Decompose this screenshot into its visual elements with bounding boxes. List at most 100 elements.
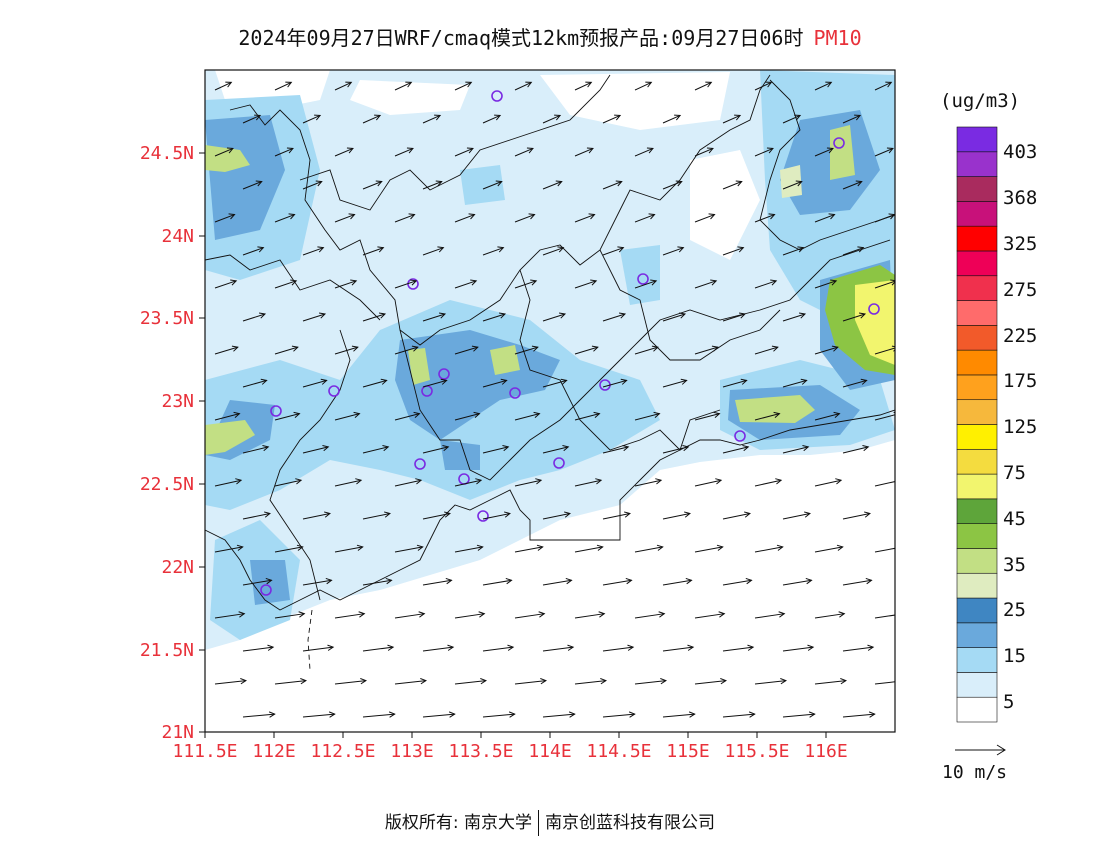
- lat-label: 24.5N: [139, 143, 194, 164]
- wind-arrow: [362, 180, 383, 190]
- wind-arrow: [302, 644, 335, 652]
- lat-label: 21N: [161, 722, 194, 743]
- field-level-20-central: [395, 330, 560, 440]
- wind-arrow: [482, 180, 503, 190]
- wind-arrow: [514, 611, 546, 619]
- title-text: 2024年09月27日WRF/cmaq模式12km预报产品:09月27日06时: [238, 26, 804, 50]
- colorbar-swatch: [956, 374, 998, 401]
- wind-arrow: [574, 611, 606, 619]
- wind-arrow: [574, 478, 603, 487]
- wind-arrow: [814, 478, 843, 487]
- wind-arrow: [782, 711, 816, 718]
- wind-arrow: [514, 678, 548, 685]
- field-level-25-coast: [735, 395, 815, 423]
- wind-arrow: [514, 544, 544, 553]
- wind-arrow: [722, 577, 753, 586]
- lon-label: 112E: [252, 741, 296, 762]
- field-level-25-c1: [408, 348, 430, 385]
- wind-arrow: [274, 544, 304, 553]
- wind-arrow: [722, 114, 742, 124]
- wind-arrow: [422, 114, 442, 124]
- station-marker: [270, 405, 282, 417]
- colorbar-swatch: [956, 548, 998, 574]
- wind-arrow: [903, 181, 922, 189]
- wind-arrow: [422, 180, 443, 190]
- colorbar-swatch: [956, 151, 998, 177]
- wind-arrow: [602, 114, 622, 124]
- lat-label: 22N: [161, 557, 194, 578]
- wind-arrow: [634, 678, 668, 685]
- wind-arrow: [514, 411, 541, 421]
- coastline-dashed: [307, 609, 313, 671]
- station-marker: [328, 385, 340, 397]
- wind-arrow: [574, 147, 594, 157]
- wind-arrow: [722, 180, 743, 190]
- colorbar-swatch: [956, 126, 998, 153]
- wind-arrow: [242, 577, 273, 586]
- wind-arrow: [362, 114, 382, 124]
- wind-arrow: [874, 411, 895, 421]
- wind-arrow: [694, 678, 728, 685]
- colorbar-swatch: [956, 300, 998, 326]
- wind-arrow: [514, 81, 533, 91]
- colorbar-label: 45: [1003, 508, 1026, 530]
- wind-arrow: [903, 578, 932, 585]
- wind-arrow: [694, 81, 713, 91]
- wind-arrow: [842, 180, 863, 190]
- wind-arrow: [754, 411, 781, 421]
- wind-arrow: [362, 445, 390, 454]
- wind-arrow: [514, 147, 534, 157]
- wind-arrow: [274, 478, 303, 487]
- map-title: 2024年09月27日WRF/cmaq模式12km预报产品:09月27日06时 P…: [0, 22, 1100, 51]
- wind-arrow: [394, 678, 428, 685]
- wind-arrow: [302, 180, 323, 190]
- wind-arrow: [422, 511, 451, 520]
- wind-arrow: [722, 644, 755, 652]
- wind-arrow: [542, 577, 573, 586]
- lat-label: 21.5N: [139, 640, 194, 661]
- wind-arrow: [482, 577, 513, 586]
- wind-arrow: [302, 378, 328, 388]
- wind-arrow: [903, 512, 930, 519]
- colorbar-swatch: [956, 176, 998, 202]
- wind-arrow: [634, 147, 654, 157]
- wind-arrow: [782, 246, 805, 256]
- wind-arrow: [274, 213, 296, 223]
- wind-arrow: [694, 611, 726, 619]
- wind-arrow: [334, 678, 368, 685]
- wind-arrow: [694, 478, 723, 487]
- wind-arrow: [754, 544, 784, 553]
- wind-arrow: [602, 180, 623, 190]
- wind-arrow: [394, 544, 424, 553]
- wind-arrow: [394, 147, 414, 157]
- coastline: [205, 409, 895, 611]
- colorbar-label: 175: [1003, 370, 1038, 392]
- colorbar-swatch: [956, 349, 998, 376]
- wind-arrow: [422, 577, 453, 586]
- wind-arrow: [662, 114, 682, 124]
- lon-label: 113E: [390, 741, 434, 762]
- wind-arrow: [242, 246, 265, 256]
- wind-arrow: [242, 180, 263, 190]
- wind-arrow: [242, 445, 270, 454]
- wind-arrow: [634, 81, 653, 91]
- wind-arrow: [842, 511, 871, 520]
- wind-arrow: [782, 180, 803, 190]
- wind-arrow: [334, 81, 353, 91]
- field-clear-2: [350, 80, 470, 115]
- field-level-20-nw: [205, 115, 285, 240]
- wind-arrow: [814, 611, 846, 619]
- boundary-line-8: [759, 79, 895, 251]
- wind-arrow: [782, 511, 811, 520]
- wind-arrow: [634, 345, 659, 355]
- wind-arrow: [754, 279, 778, 289]
- footer-left: 版权所有: 南京大学: [384, 813, 533, 833]
- station-marker: [868, 303, 880, 315]
- lon-label: 112.5E: [310, 741, 376, 762]
- wind-arrow: [694, 411, 721, 421]
- wind-arrow: [782, 644, 815, 652]
- wind-arrow: [814, 345, 839, 355]
- wind-arrow: [482, 312, 507, 322]
- wind-arrow: [242, 312, 267, 322]
